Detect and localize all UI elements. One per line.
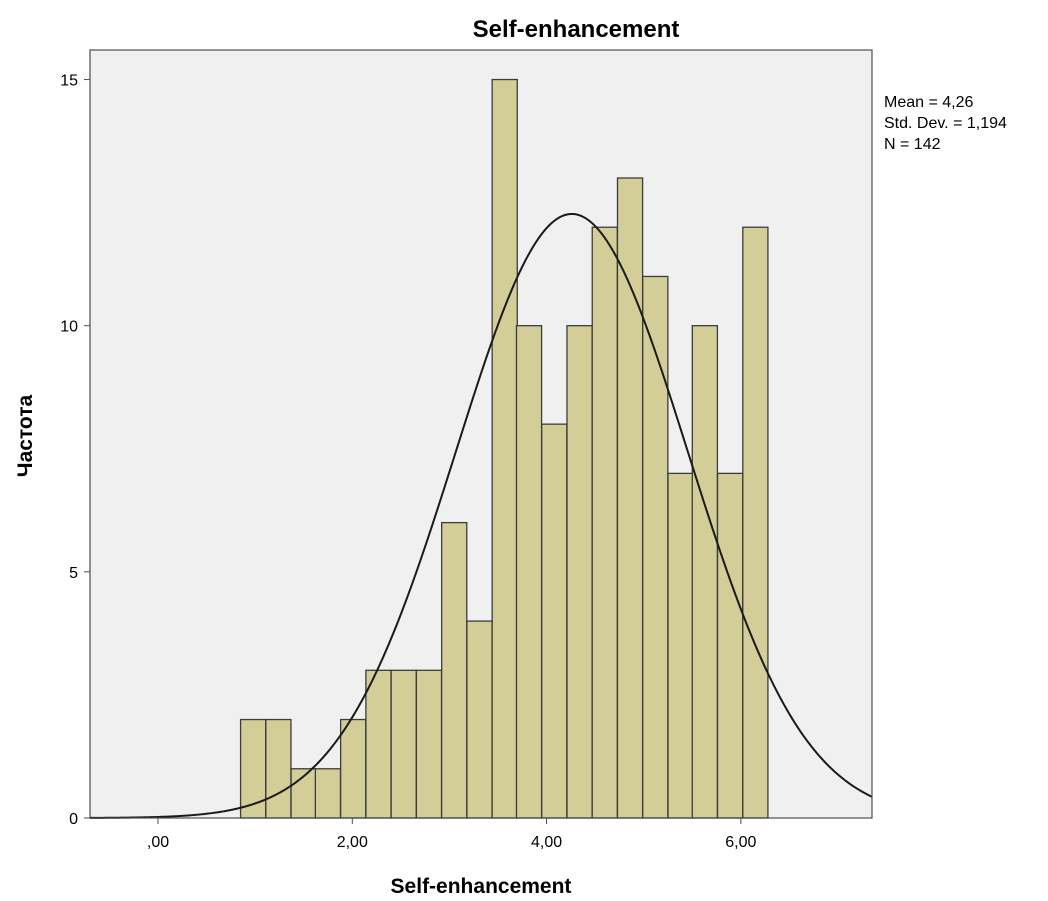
histogram-bar — [667, 472, 694, 819]
histogram-bar — [314, 768, 342, 819]
histogram-bar — [515, 325, 543, 819]
histogram-bar — [616, 177, 644, 819]
x-tick-label: 2,00 — [337, 834, 368, 851]
y-tick-label: 10 — [60, 319, 78, 336]
histogram-bar — [566, 325, 593, 819]
histogram-bar — [691, 325, 719, 819]
histogram-bar — [466, 620, 493, 819]
histogram-bar — [541, 423, 568, 819]
y-tick-label: 5 — [69, 565, 78, 582]
y-tick-label: 15 — [60, 73, 78, 90]
stat-n: N = 142 — [884, 136, 941, 153]
stat-mean: Mean = 4,26 — [884, 94, 974, 111]
histogram-bar — [716, 472, 744, 819]
y-axis-label: Частота — [14, 394, 37, 477]
normal-curve — [89, 212, 873, 819]
histogram-bar — [591, 226, 618, 819]
x-tick-label: ,00 — [147, 834, 169, 851]
histogram-bar — [339, 718, 367, 819]
histogram-bar — [390, 669, 417, 819]
y-axis-ticks: 0 5 10 15 — [60, 73, 90, 828]
stat-std-dev: Std. Dev. = 1,194 — [884, 115, 1007, 132]
x-tick-label: 6,00 — [725, 834, 756, 851]
histogram-bar — [365, 669, 392, 819]
x-axis-label: Self-enhancement — [391, 875, 572, 898]
histogram-bar — [491, 78, 518, 819]
histogram-bar — [265, 718, 292, 819]
x-tick-label: 4,00 — [531, 834, 562, 851]
chart-title: Self-enhancement — [473, 16, 680, 43]
histogram-bar — [642, 275, 669, 819]
histogram-bars — [239, 78, 769, 819]
histogram-bar — [742, 226, 769, 819]
statistics-box: Mean = 4,26 Std. Dev. = 1,194 N = 142 — [884, 94, 1007, 153]
histogram-bar — [415, 669, 443, 819]
x-axis-ticks: ,00 2,00 4,00 6,00 — [147, 818, 757, 851]
y-tick-label: 0 — [69, 811, 78, 828]
histogram-bar — [441, 521, 468, 819]
plot-frame — [89, 49, 873, 819]
